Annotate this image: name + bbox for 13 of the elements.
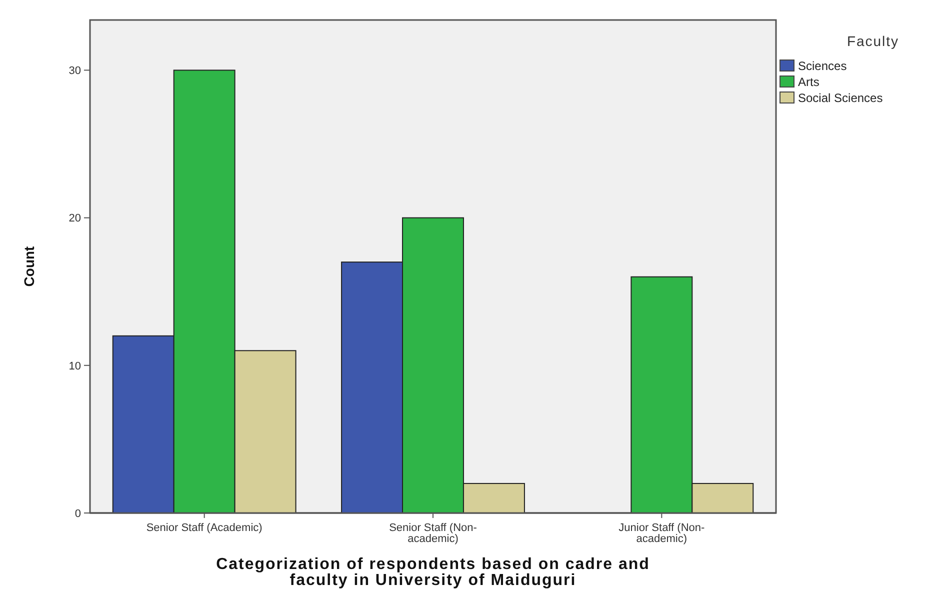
y-axis-title: Count xyxy=(21,246,37,287)
x-tick-label: Senior Staff (Academic) xyxy=(146,522,262,534)
y-tick-label: 30 xyxy=(68,65,81,78)
legend-title: Faculty xyxy=(846,33,900,49)
legend-label: Social Sciences xyxy=(798,91,883,105)
legend-label: Arts xyxy=(798,75,820,89)
y-tick-label: 10 xyxy=(68,360,81,372)
y-tick-label: 20 xyxy=(68,212,81,225)
x-tick-label: Junior Staff (Non-academic) xyxy=(618,522,705,545)
x-axis-title: Categorization of respondents based on cadre and faculty in University of Maiduguri xyxy=(216,556,650,589)
legend-label: Sciences xyxy=(798,59,847,73)
y-tick-label: 0 xyxy=(74,508,81,520)
x-tick-label: Senior Staff (Non-academic) xyxy=(389,522,478,545)
